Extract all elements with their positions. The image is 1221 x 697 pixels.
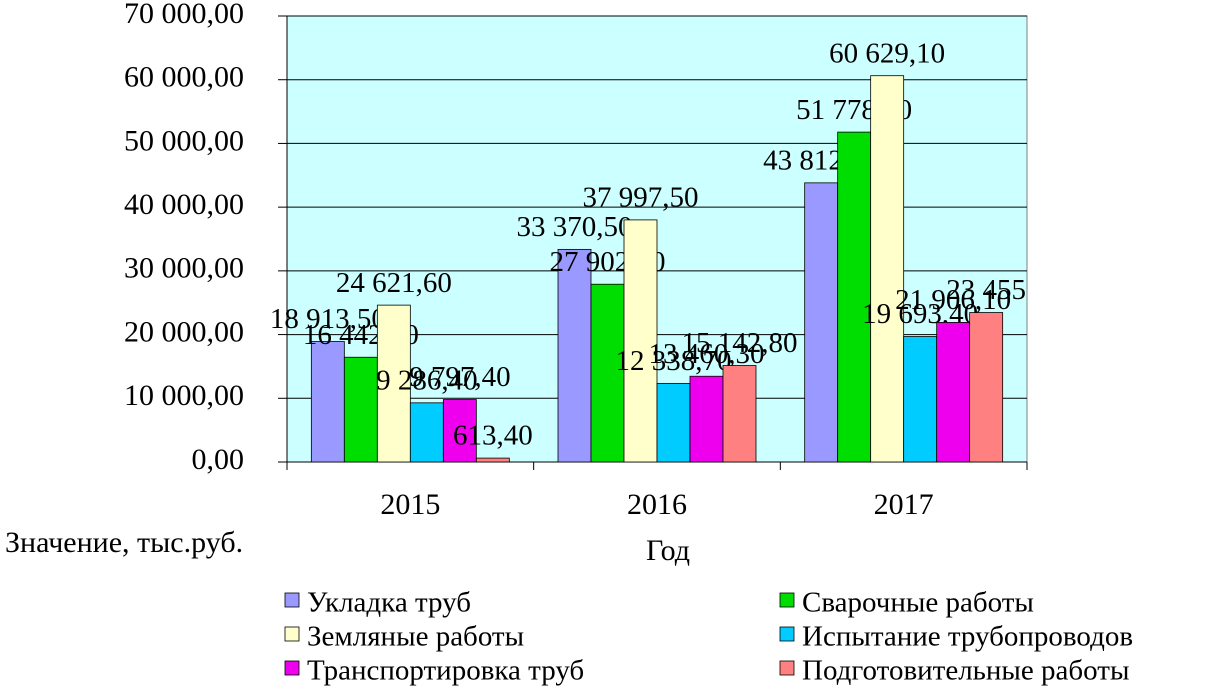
bar bbox=[722, 365, 757, 463]
legend-label: Испытание трубопроводов bbox=[802, 621, 1133, 653]
bar bbox=[656, 382, 691, 463]
bar bbox=[936, 322, 971, 463]
bar bbox=[409, 402, 444, 463]
y-tick-label: 70 000,00 bbox=[124, 0, 244, 30]
bar bbox=[689, 375, 724, 463]
bar bbox=[376, 304, 411, 463]
x-tick-label: 2017 bbox=[874, 488, 934, 521]
legend-marker bbox=[284, 626, 300, 642]
value-label: 24 621,60 bbox=[336, 267, 452, 299]
x-tick-label: 2015 bbox=[380, 488, 440, 521]
legend-marker bbox=[779, 592, 795, 608]
bar bbox=[557, 248, 592, 463]
value-label: 60 629,10 bbox=[829, 37, 945, 69]
legend-label: Укладка труб bbox=[307, 587, 471, 619]
bar bbox=[804, 182, 839, 463]
y-tick-label: 40 000,00 bbox=[124, 188, 244, 221]
bar bbox=[442, 399, 477, 463]
bar bbox=[903, 336, 938, 463]
value-label: 18 913,50 bbox=[270, 303, 386, 335]
legend-label: Транспортировка труб bbox=[307, 655, 584, 687]
value-label: 9 286,40 bbox=[376, 364, 478, 396]
legend-marker bbox=[284, 592, 300, 608]
y-tick-label: 20 000,00 bbox=[124, 315, 244, 348]
bar bbox=[590, 283, 625, 463]
x-tick-label: 2016 bbox=[627, 488, 687, 521]
y-axis-label: Значение, тыс.руб. bbox=[5, 526, 243, 559]
bar bbox=[870, 75, 905, 463]
legend-label: Земляные работы bbox=[307, 621, 524, 653]
y-tick-label: 60 000,00 bbox=[124, 61, 244, 94]
y-tick-label: 50 000,00 bbox=[124, 124, 244, 157]
x-axis-label: Год bbox=[646, 534, 690, 567]
legend-marker bbox=[779, 626, 795, 642]
legend-marker bbox=[284, 660, 300, 676]
value-label: 613,40 bbox=[453, 420, 533, 452]
bar bbox=[310, 341, 345, 463]
bar bbox=[343, 356, 378, 463]
value-label: 13 460,30 bbox=[649, 338, 765, 370]
value-label: 33 370,50 bbox=[517, 211, 633, 243]
bar bbox=[837, 131, 872, 463]
bar bbox=[969, 312, 1004, 463]
y-tick-label: 30 000,00 bbox=[124, 252, 244, 285]
value-label: 23 455 bbox=[946, 274, 1026, 306]
bar bbox=[475, 457, 510, 463]
y-tick-label: 10 000,00 bbox=[124, 379, 244, 412]
value-label: 37 997,50 bbox=[583, 182, 699, 214]
value-label: 12 338,70 bbox=[616, 345, 732, 377]
legend-label: Сварочные работы bbox=[802, 587, 1034, 619]
value-label: 21 906,10 bbox=[895, 284, 1011, 316]
value-label: 9 797,40 bbox=[409, 361, 511, 393]
value-label: 15 142,80 bbox=[682, 327, 798, 359]
legend-label: Подготовительные работы bbox=[802, 655, 1129, 687]
legend-marker bbox=[779, 660, 795, 676]
y-tick-label: 0,00 bbox=[192, 443, 245, 476]
bar bbox=[623, 219, 658, 463]
